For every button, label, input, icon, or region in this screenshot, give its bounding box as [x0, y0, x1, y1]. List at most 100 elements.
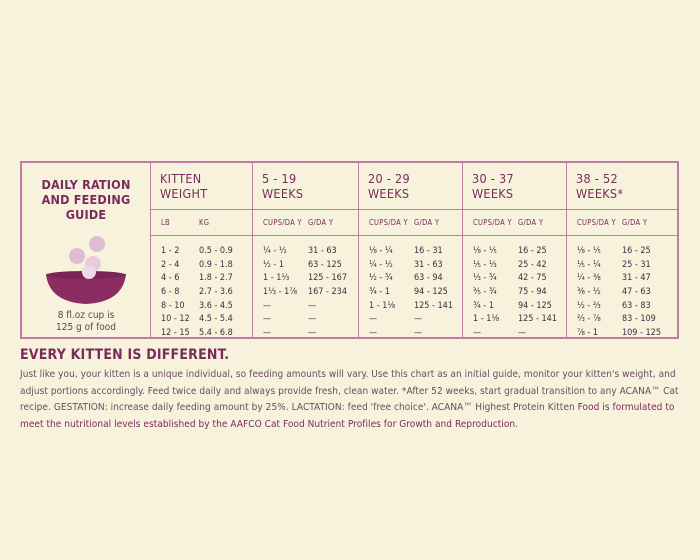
table-row: — —	[253, 326, 358, 340]
table-row: 12 - 15 5.4 - 6.8	[151, 326, 252, 340]
cell-kg: 0.9 - 1.8	[199, 259, 233, 270]
cell-cups: ⅛ - ⅕	[473, 245, 497, 256]
table-row: 1⅓ - 1⅞ 167 - 234	[253, 285, 358, 299]
weeks-5-19-group: 5 - 19 WEEKS CUPS/DA Y G/DA Y ¼ - ½ 31 - …	[253, 163, 359, 340]
cell-cups: ⅕ - ¼	[577, 259, 601, 270]
aafco-statement: Food is formulated to meet the nutrition…	[20, 402, 675, 431]
table-row: ⅛ - ⅕ 16 - 25	[463, 244, 566, 258]
weeks-30-37-group: 30 - 37 WEEKS CUPS/DA Y G/DA Y ⅛ - ⅕ 16 -…	[463, 163, 567, 340]
cell-grams: 167 - 234	[308, 286, 347, 297]
col-header-kg: KG	[199, 218, 210, 227]
table-row: ½ - ⅔ 63 - 83	[567, 299, 677, 313]
table-row: ⅓ - ¾ 42 - 75	[463, 271, 566, 285]
col-header-grams: G/DA Y	[518, 218, 544, 227]
cell-cups: ⅞ - 1	[577, 327, 599, 338]
section-heading: EVERY KITTEN IS DIFFERENT.	[20, 347, 230, 363]
col-header-grams: G/DA Y	[622, 218, 648, 227]
col-header-cups: CUPS/DA Y	[263, 218, 302, 227]
table-row: ⅕ - ⅓ 25 - 42	[463, 258, 566, 272]
cell-grams: —	[308, 300, 317, 311]
cell-grams: 16 - 25	[518, 245, 547, 256]
cell-cups: ½ - ¾	[369, 273, 393, 284]
cell-cups: 1 - 1⅛	[369, 300, 396, 311]
cell-lb: 2 - 4	[161, 259, 180, 270]
amount-rows: ¼ - ½ 31 - 63 ½ - 1 63 - 125 1 - 1⅓ 125 - 1…	[253, 236, 358, 340]
cup-conversion-note: 8 fl.oz cup is 125 g of food	[56, 310, 116, 333]
cell-cups: —	[369, 314, 378, 325]
cell-cups: ⅛ - ¼	[369, 245, 393, 256]
cell-grams: 63 - 125	[308, 259, 342, 270]
table-row: ⅛ - ⅕ 16 - 25	[567, 244, 677, 258]
cell-cups: ½ - ⅔	[577, 300, 601, 311]
cell-grams: 31 - 63	[308, 245, 337, 256]
cell-grams: 16 - 31	[414, 245, 443, 256]
cell-cups: ⅛ - ⅕	[577, 245, 601, 256]
cell-grams: 25 - 42	[518, 259, 547, 270]
cell-lb: 1 - 2	[161, 245, 180, 256]
cell-cups: ⅜ - ½	[577, 286, 601, 297]
cell-cups: ⅗ - ¾	[473, 286, 497, 297]
group-title: 38 - 52 WEEKS*	[576, 171, 624, 201]
cell-grams: 31 - 63	[414, 259, 443, 270]
cell-kg: 5.4 - 6.8	[199, 327, 233, 338]
table-row: ½ - 1 63 - 125	[253, 258, 358, 272]
cell-grams: 94 - 125	[518, 300, 552, 311]
cell-kg: 0.5 - 0.9	[199, 245, 233, 256]
table-row: ¼ - ½ 31 - 63	[359, 258, 462, 272]
cell-grams: 63 - 83	[622, 300, 651, 311]
table-row: 1 - 1⅛ 125 - 141	[463, 312, 566, 326]
cell-grams: 63 - 94	[414, 273, 443, 284]
col-header-grams: G/DA Y	[414, 218, 440, 227]
table-row: 2 - 4 0.9 - 1.8	[151, 258, 252, 272]
cell-grams: —	[518, 327, 527, 338]
table-row: — —	[463, 326, 566, 340]
table-row: ⅞ - 1 109 - 125	[567, 326, 677, 340]
table-row: ¼ - ⅜ 31 - 47	[567, 271, 677, 285]
cell-grams: 47 - 63	[622, 286, 651, 297]
table-row: 1 - 1⅓ 125 - 167	[253, 271, 358, 285]
guide-panel: DAILY RATION AND FEEDING GUIDE 8 fl.oz c…	[22, 163, 151, 337]
cell-grams: 31 - 47	[622, 273, 651, 284]
table-row: — —	[253, 299, 358, 313]
kitten-weight-group: KITTEN WEIGHT LB KG 1 - 2 0.5 - 0.9 2 - 4…	[151, 163, 253, 340]
table-row: — —	[253, 312, 358, 326]
cell-grams: —	[414, 327, 423, 338]
cell-lb: 8 - 10	[161, 300, 185, 311]
table-row: ½ - ¾ 63 - 94	[359, 271, 462, 285]
food-bowl-icon	[46, 236, 126, 304]
cell-grams: 42 - 75	[518, 273, 547, 284]
cell-grams: 109 - 125	[622, 327, 661, 338]
table-row: 1 - 2 0.5 - 0.9	[151, 244, 252, 258]
table-row: ¾ - 1 94 - 125	[359, 285, 462, 299]
table-row: — —	[359, 326, 462, 340]
cell-grams: 125 - 141	[518, 314, 557, 325]
group-title: 5 - 19 WEEKS	[262, 171, 304, 201]
group-title: KITTEN WEIGHT	[160, 171, 208, 201]
cell-grams: 16 - 25	[622, 245, 651, 256]
cell-cups: —	[369, 327, 378, 338]
col-header-cups: CUPS/DA Y	[577, 218, 616, 227]
col-header-cups: CUPS/DA Y	[473, 218, 512, 227]
cell-grams: —	[414, 314, 423, 325]
cell-grams: 75 - 94	[518, 286, 547, 297]
table-row: ⅜ - ½ 47 - 63	[567, 285, 677, 299]
weight-rows: 1 - 2 0.5 - 0.9 2 - 4 0.9 - 1.8 4 - 6 1.8 -…	[151, 236, 252, 340]
cell-lb: 12 - 15	[161, 327, 190, 338]
cell-cups: 1 - 1⅓	[263, 273, 290, 284]
cell-grams: 25 - 31	[622, 259, 651, 270]
cell-cups: ¼ - ½	[263, 245, 287, 256]
table-row: — —	[359, 312, 462, 326]
table-row: ⅔ - ⅞ 83 - 109	[567, 312, 677, 326]
table-row: ¼ - ½ 31 - 63	[253, 244, 358, 258]
cell-cups: 1 - 1⅛	[473, 314, 500, 325]
cell-cups: ⅓ - ¾	[473, 273, 497, 284]
table-row: 1 - 1⅛ 125 - 141	[359, 299, 462, 313]
guide-title: DAILY RATION AND FEEDING GUIDE	[41, 177, 131, 222]
table-row: ⅗ - ¾ 75 - 94	[463, 285, 566, 299]
table-row: ⅛ - ¼ 16 - 31	[359, 244, 462, 258]
cell-cups: ¾ - 1	[473, 300, 495, 311]
col-header-cups: CUPS/DA Y	[369, 218, 408, 227]
amount-rows: ⅛ - ⅕ 16 - 25 ⅕ - ¼ 25 - 31 ¼ - ⅜ 31 - 47 ⅜…	[567, 236, 677, 340]
table-row: 8 - 10 3.6 - 4.5	[151, 299, 252, 313]
cell-grams: 125 - 167	[308, 273, 347, 284]
